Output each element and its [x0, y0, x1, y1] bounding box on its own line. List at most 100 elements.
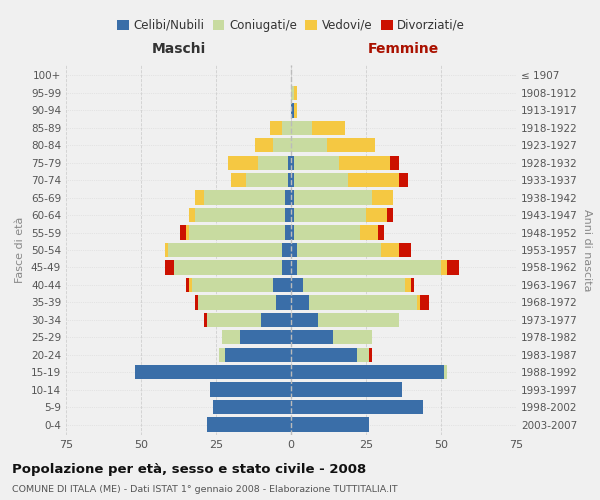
Bar [291, 312, 318, 327]
Bar [348, 173, 399, 188]
Bar [276, 295, 291, 310]
Bar [231, 173, 246, 188]
Bar [447, 260, 459, 274]
Bar [165, 260, 174, 274]
Text: Popolazione per età, sesso e stato civile - 2008: Popolazione per età, sesso e stato civil… [12, 462, 366, 475]
Bar [189, 278, 192, 292]
Bar [291, 120, 312, 135]
Bar [213, 400, 291, 414]
Bar [291, 295, 309, 310]
Bar [192, 278, 273, 292]
Bar [135, 365, 291, 380]
Bar [186, 226, 189, 239]
Bar [285, 208, 291, 222]
Bar [273, 278, 291, 292]
Bar [285, 226, 291, 239]
Bar [228, 156, 258, 170]
Bar [189, 208, 195, 222]
Bar [258, 156, 288, 170]
Bar [390, 156, 399, 170]
Y-axis label: Anni di nascita: Anni di nascita [581, 209, 592, 291]
Bar [405, 278, 411, 292]
Bar [333, 330, 372, 344]
Bar [288, 173, 291, 188]
Text: Maschi: Maschi [151, 42, 206, 56]
Bar [291, 330, 333, 344]
Bar [372, 190, 393, 205]
Bar [282, 243, 291, 257]
Bar [270, 120, 282, 135]
Bar [399, 243, 411, 257]
Bar [366, 208, 387, 222]
Bar [303, 278, 405, 292]
Y-axis label: Fasce di età: Fasce di età [16, 217, 25, 283]
Bar [225, 348, 291, 362]
Bar [291, 156, 294, 170]
Bar [246, 173, 288, 188]
Bar [291, 103, 294, 118]
Bar [291, 243, 297, 257]
Bar [378, 226, 384, 239]
Bar [198, 295, 276, 310]
Bar [369, 348, 372, 362]
Bar [327, 138, 375, 152]
Bar [222, 330, 240, 344]
Bar [165, 243, 168, 257]
Bar [288, 156, 291, 170]
Bar [312, 120, 345, 135]
Bar [261, 312, 291, 327]
Bar [291, 138, 327, 152]
Bar [411, 278, 414, 292]
Bar [189, 226, 285, 239]
Bar [186, 278, 189, 292]
Bar [291, 348, 357, 362]
Bar [339, 156, 390, 170]
Bar [291, 365, 444, 380]
Bar [294, 86, 297, 100]
Bar [294, 103, 297, 118]
Bar [291, 173, 294, 188]
Bar [207, 418, 291, 432]
Bar [294, 173, 348, 188]
Bar [282, 260, 291, 274]
Bar [291, 400, 423, 414]
Bar [291, 86, 294, 100]
Bar [309, 295, 417, 310]
Bar [399, 173, 408, 188]
Bar [381, 243, 399, 257]
Bar [291, 418, 369, 432]
Bar [240, 330, 291, 344]
Bar [294, 190, 372, 205]
Bar [255, 138, 273, 152]
Bar [294, 226, 360, 239]
Bar [180, 226, 186, 239]
Bar [204, 190, 285, 205]
Bar [417, 295, 420, 310]
Bar [273, 138, 291, 152]
Bar [291, 226, 294, 239]
Text: Femmine: Femmine [368, 42, 439, 56]
Bar [387, 208, 393, 222]
Bar [195, 190, 204, 205]
Bar [195, 295, 198, 310]
Bar [207, 312, 261, 327]
Bar [210, 382, 291, 397]
Bar [291, 278, 303, 292]
Bar [297, 260, 441, 274]
Bar [318, 312, 399, 327]
Bar [195, 208, 285, 222]
Bar [444, 365, 447, 380]
Bar [204, 312, 207, 327]
Bar [360, 226, 378, 239]
Bar [297, 243, 381, 257]
Bar [291, 260, 297, 274]
Bar [291, 382, 402, 397]
Bar [441, 260, 447, 274]
Bar [168, 243, 282, 257]
Bar [357, 348, 369, 362]
Bar [285, 190, 291, 205]
Bar [219, 348, 225, 362]
Text: COMUNE DI ITALA (ME) - Dati ISTAT 1° gennaio 2008 - Elaborazione TUTTITALIA.IT: COMUNE DI ITALA (ME) - Dati ISTAT 1° gen… [12, 485, 398, 494]
Bar [174, 260, 282, 274]
Bar [291, 208, 294, 222]
